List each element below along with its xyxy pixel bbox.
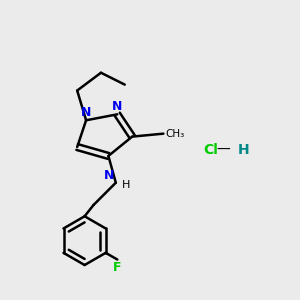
Text: N: N bbox=[112, 100, 122, 113]
Text: Cl: Cl bbox=[203, 143, 218, 157]
Text: N: N bbox=[104, 169, 114, 182]
Text: F: F bbox=[113, 261, 122, 274]
Text: H: H bbox=[238, 143, 249, 157]
Text: N: N bbox=[81, 106, 91, 119]
Text: H: H bbox=[122, 180, 130, 190]
Text: CH₃: CH₃ bbox=[166, 129, 185, 139]
Text: —: — bbox=[216, 143, 230, 157]
